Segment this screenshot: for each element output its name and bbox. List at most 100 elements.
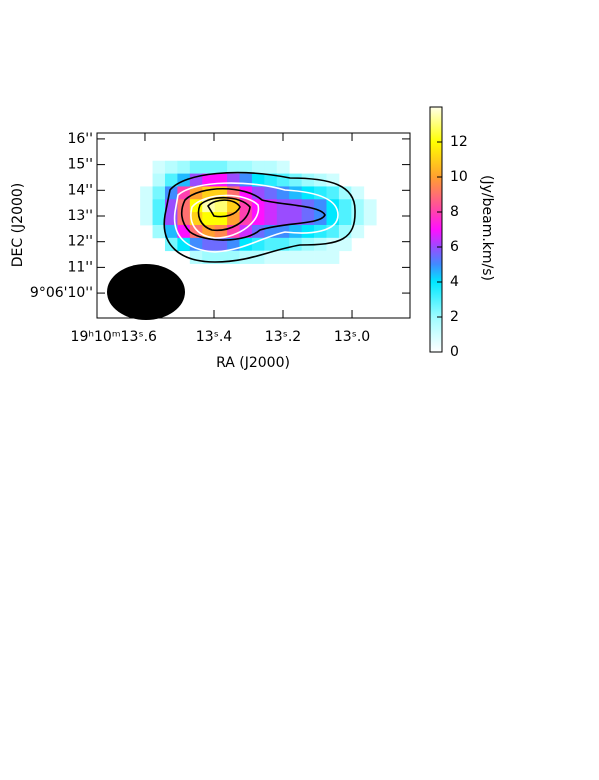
heatmap-cell (301, 173, 315, 187)
heatmap-cell (164, 212, 178, 226)
heatmap-cell (202, 237, 216, 252)
heatmap-cell (152, 173, 166, 187)
y-tick-label: 16'' (67, 131, 93, 147)
y-tick-label: 9°06'10'' (30, 285, 93, 301)
colorbar (429, 106, 443, 353)
heatmap-cell (177, 237, 191, 252)
heatmap-cell (227, 160, 240, 174)
heatmap-cell (264, 173, 278, 187)
heatmap-cell (264, 237, 278, 252)
heatmap-cell (289, 173, 303, 187)
heatmap-cell (251, 237, 265, 252)
heatmap-cell (177, 212, 191, 226)
colorbar-tick-label: 6 (450, 239, 459, 255)
heatmap-cell (152, 186, 166, 200)
heatmap-cell (164, 173, 178, 187)
heatmap-cell (289, 250, 303, 264)
heatmap-cell (326, 186, 340, 200)
heatmap-cell (276, 224, 290, 239)
heatmap-cell (164, 224, 178, 239)
heatmap-cell (164, 160, 178, 174)
heatmap-cell (338, 186, 352, 200)
heatmap-cell (338, 212, 352, 226)
y-tick-label: 14'' (67, 182, 93, 198)
colorbar-tick-label: 0 (450, 344, 459, 360)
heatmap-cell (140, 212, 153, 226)
heatmap-cell (326, 250, 340, 264)
heatmap-cell (351, 186, 365, 200)
heatmap-cell (214, 212, 228, 226)
y-tick-label: 12'' (67, 234, 93, 250)
heatmap-cell (239, 224, 253, 239)
heatmap-cell (177, 160, 191, 174)
colorbar-tick-label: 2 (450, 309, 459, 325)
heatmap-cell (239, 212, 253, 226)
heatmap-cell (189, 160, 203, 174)
heatmap-cell (314, 250, 327, 264)
heatmap-cell (276, 199, 290, 213)
heatmap-cell (276, 160, 290, 174)
heatmap-cell (338, 237, 352, 252)
heatmap-cell (301, 224, 315, 239)
x-tick-label: 13ˢ.4 (196, 329, 232, 345)
contour (163, 171, 356, 263)
heatmap-cell (214, 160, 228, 174)
heatmap-cell (239, 173, 253, 187)
contour (190, 194, 260, 239)
plot-frame (96, 132, 411, 319)
colorbar-tick-label: 10 (450, 169, 468, 185)
y-tick-label: 11'' (67, 259, 93, 275)
contours (163, 171, 356, 263)
heatmap-cell (363, 212, 377, 226)
heatmap-cell (314, 186, 327, 200)
heatmap-cell (251, 212, 265, 226)
heatmap-cell (301, 250, 315, 264)
heatmap-cell (239, 250, 253, 264)
heatmap-cell (251, 160, 265, 174)
colorbar-tick-label: 4 (450, 274, 459, 290)
heatmap-cell (264, 160, 278, 174)
heatmap-cell (289, 212, 303, 226)
x-axis-label: RA (J2000) (216, 355, 290, 371)
heatmap-cell (177, 199, 191, 213)
x-tick-label: 13ˢ.2 (265, 329, 301, 345)
x-tick-label: 19ʰ10ᵐ13ˢ.6 (71, 329, 157, 345)
heatmap-cell (202, 224, 216, 239)
heatmap-cell (276, 250, 290, 264)
heatmap-cell (239, 237, 253, 252)
contour (197, 196, 251, 232)
heatmap-cell (202, 160, 216, 174)
y-axis-label: DEC (J2000) (10, 183, 26, 268)
contour (173, 182, 339, 253)
colorbar-label: (Jy/beam.km/s) (479, 175, 495, 281)
heatmap-cell (289, 224, 303, 239)
colorbar-tick-label: 8 (450, 204, 459, 220)
heatmap-cell (214, 224, 228, 239)
beam (107, 264, 185, 320)
heatmap-cell (152, 224, 166, 239)
heatmap-cell (239, 160, 253, 174)
heatmap-cell (289, 186, 303, 200)
heatmap-cell (214, 237, 228, 252)
heatmap-cell (326, 237, 340, 252)
heatmap-cell (301, 199, 315, 213)
heatmap-cell (239, 186, 253, 200)
colorbar-tick-label: 12 (450, 134, 468, 150)
heatmap-cell (363, 199, 377, 213)
heatmap-cell (264, 186, 278, 200)
heatmap-cell (140, 186, 153, 200)
heatmap-cell (214, 199, 228, 213)
heatmap-cell (351, 224, 365, 239)
heatmap-cell (202, 212, 216, 226)
heatmap-cell (152, 199, 166, 213)
heatmap-cell (264, 212, 278, 226)
heatmap-cell (276, 212, 290, 226)
heatmap-cell (214, 250, 228, 264)
heatmap-cell (140, 199, 153, 213)
contour (180, 187, 326, 241)
heatmap-cell (152, 160, 166, 174)
heatmap-cell (326, 224, 340, 239)
heatmap-cell (152, 212, 166, 226)
contour (207, 199, 241, 218)
